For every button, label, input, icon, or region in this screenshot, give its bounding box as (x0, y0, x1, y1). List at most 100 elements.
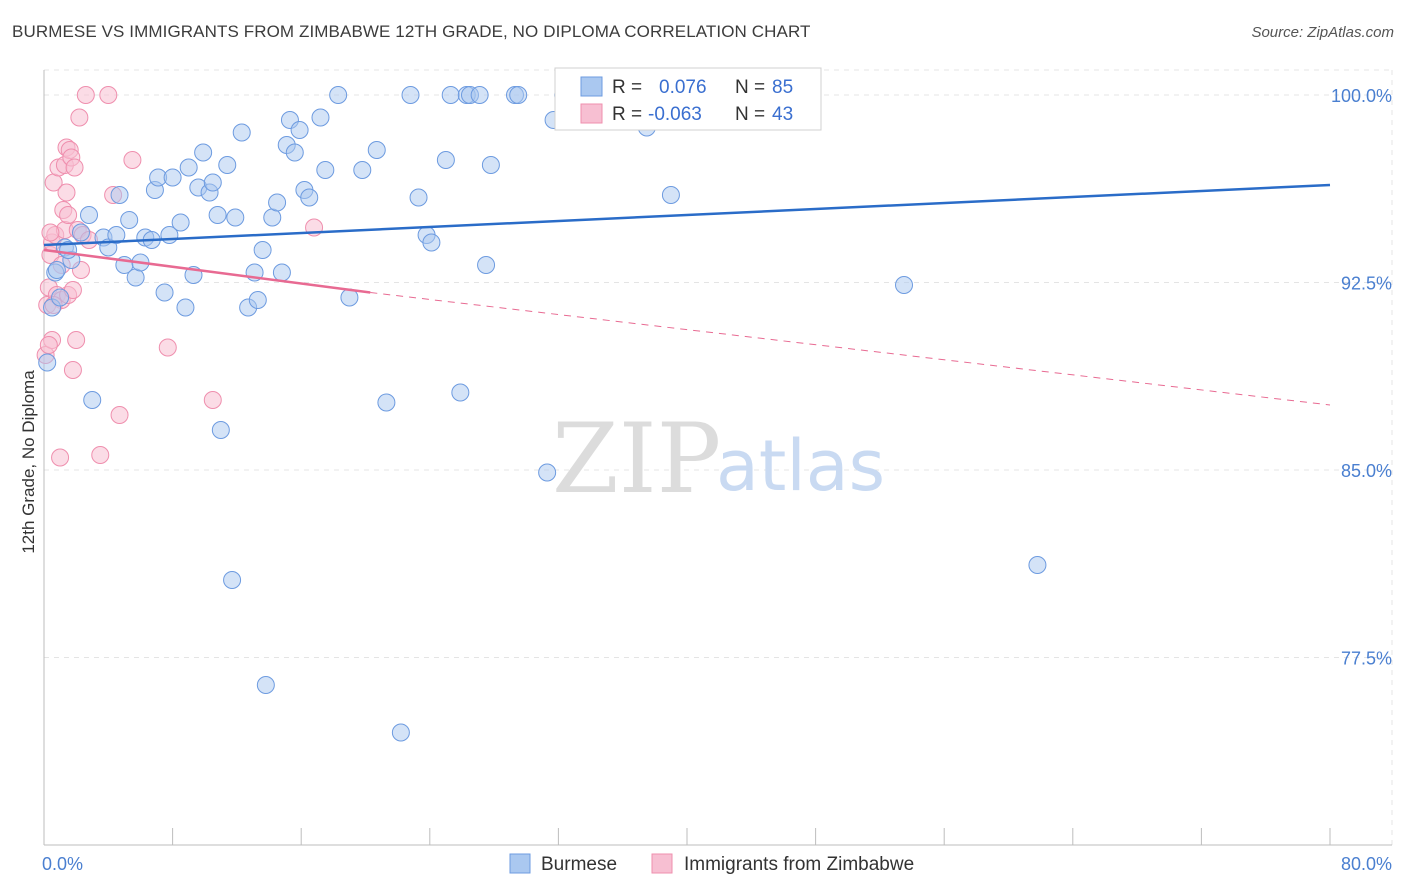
burmese-point-51 (300, 188, 319, 207)
burmese-point-37 (232, 123, 251, 142)
y-tick-label-0: 77.5% (1341, 649, 1392, 669)
bottom-legend-label-zimbabwe: Immigrants from Zimbabwe (684, 854, 914, 875)
burmese-point-7 (80, 206, 99, 224)
y-axis-label: 12th Grade, No Diploma (19, 370, 38, 554)
burmese-point-15 (126, 268, 145, 287)
zimbabwe-point-18 (59, 206, 78, 224)
tick-labels: 77.5% 85.0% 92.5% 100.0% 0.0% 80.0% (42, 86, 1392, 874)
zimbabwe-point-15 (57, 183, 76, 202)
zimbabwe-point-10 (51, 448, 70, 467)
burmese-point-71 (481, 156, 500, 174)
zimbabwe-point-32 (99, 86, 118, 104)
burmese-point-66 (451, 383, 470, 402)
zimbabwe-point-26 (70, 108, 89, 127)
x-tick-label-min: 0.0% (42, 854, 83, 874)
burmese-point-24 (171, 213, 190, 232)
burmese-point-59 (391, 723, 410, 742)
burmese-point-64 (436, 151, 455, 169)
zimbabwe-point-36 (158, 338, 177, 357)
zimbabwe-point-35 (123, 151, 142, 169)
burmese-point-31 (203, 173, 222, 192)
burmese-point-33 (211, 421, 230, 439)
burmese-point-83 (47, 261, 66, 279)
burmese-point-43 (263, 208, 282, 227)
burmese-point-58 (377, 393, 396, 412)
burmese-point-69 (470, 86, 489, 104)
legend-swatch-zimbabwe (580, 103, 603, 124)
zimbabwe-trend-line (43, 248, 371, 294)
zimbabwe-point-23 (65, 158, 84, 177)
legend-n-value-zimbabwe: 43 (772, 104, 793, 125)
burmese-point-23 (163, 168, 182, 187)
zimbabwe-point-37 (203, 391, 222, 409)
burmese-point-12 (110, 186, 129, 204)
burmese-point-0 (38, 353, 57, 372)
watermark-atlas: atlas (716, 425, 885, 507)
zimbabwe-point-24 (67, 331, 86, 349)
legend-n-value-burmese: 85 (772, 77, 793, 98)
burmese-point-42 (256, 676, 275, 694)
burmese-point-21 (155, 283, 174, 302)
burmese-point-34 (218, 156, 237, 174)
zimbabwe-trend-line-dashed (370, 292, 1331, 406)
trend-lines (43, 183, 1331, 406)
legend: R = 0.076 N = 85 R = -0.063 N = 43 (554, 67, 822, 131)
burmese-point-36 (226, 208, 245, 227)
zimbabwe-point-21 (63, 361, 82, 379)
burmese-point-45 (272, 263, 291, 282)
burmese-point-6 (71, 223, 90, 242)
burmese-point-3 (51, 288, 70, 307)
bottom-legend-swatch-zimbabwe (651, 853, 673, 874)
burmese-point-70 (477, 256, 496, 274)
burmese-point-40 (248, 291, 267, 309)
y-tick-label-1: 85.0% (1341, 461, 1392, 481)
legend-r-label-burmese: R = (612, 77, 642, 98)
legend-r-label-zimbabwe: R = (612, 104, 642, 125)
zimbabwe-point-42 (41, 223, 60, 242)
burmese-point-29 (194, 143, 213, 162)
bottom-legend-label-burmese: Burmese (541, 854, 617, 875)
bottom-legend: Burmese Immigrants from Zimbabwe (509, 853, 914, 875)
burmese-point-73 (509, 86, 528, 104)
burmese-point-56 (353, 161, 372, 179)
burmese-point-25 (176, 298, 195, 317)
burmese-trend-line (43, 183, 1331, 247)
zimbabwe-point-34 (110, 406, 129, 424)
burmese-point-54 (329, 86, 348, 104)
burmese-point-35 (223, 571, 242, 589)
y-tick-label-3: 100.0% (1331, 86, 1392, 106)
y-tick-label-2: 92.5% (1341, 274, 1392, 294)
burmese-point-44 (268, 193, 287, 212)
burmese-point-74 (538, 463, 557, 482)
legend-r-value-burmese: 0.076 (659, 77, 707, 98)
burmese-point-80 (661, 186, 680, 204)
burmese-point-61 (409, 188, 428, 207)
burmese-point-32 (208, 206, 227, 224)
burmese-point-82 (1028, 556, 1047, 574)
burmese-point-60 (401, 86, 420, 104)
burmese-point-57 (367, 141, 386, 159)
burmese-point-65 (441, 86, 460, 104)
burmese-point-26 (179, 158, 198, 177)
burmese-point-14 (120, 211, 139, 229)
watermark: ZIP atlas (552, 403, 885, 515)
burmese-point-81 (895, 276, 914, 294)
burmese-point-11 (107, 226, 126, 244)
x-tick-label-max: 80.0% (1341, 854, 1392, 874)
watermark-zip: ZIP (552, 403, 721, 515)
zimbabwe-point-39 (39, 336, 58, 354)
zimbabwe-point-29 (76, 86, 95, 104)
burmese-point-53 (316, 161, 335, 179)
burmese-point-48 (285, 143, 304, 162)
chart-title: BURMESE VS IMMIGRANTS FROM ZIMBABWE 12TH… (12, 22, 811, 41)
legend-n-label-zimbabwe: N = (735, 104, 765, 125)
legend-r-value-zimbabwe: -0.063 (648, 104, 702, 125)
burmese-point-8 (83, 391, 102, 409)
zimbabwe-point-31 (91, 446, 110, 464)
source-label: Source: ZipAtlas.com (1251, 24, 1394, 41)
bottom-legend-swatch-burmese (509, 853, 531, 874)
burmese-point-41 (253, 241, 272, 259)
burmese-point-49 (290, 121, 309, 139)
legend-n-label-burmese: N = (735, 77, 765, 98)
